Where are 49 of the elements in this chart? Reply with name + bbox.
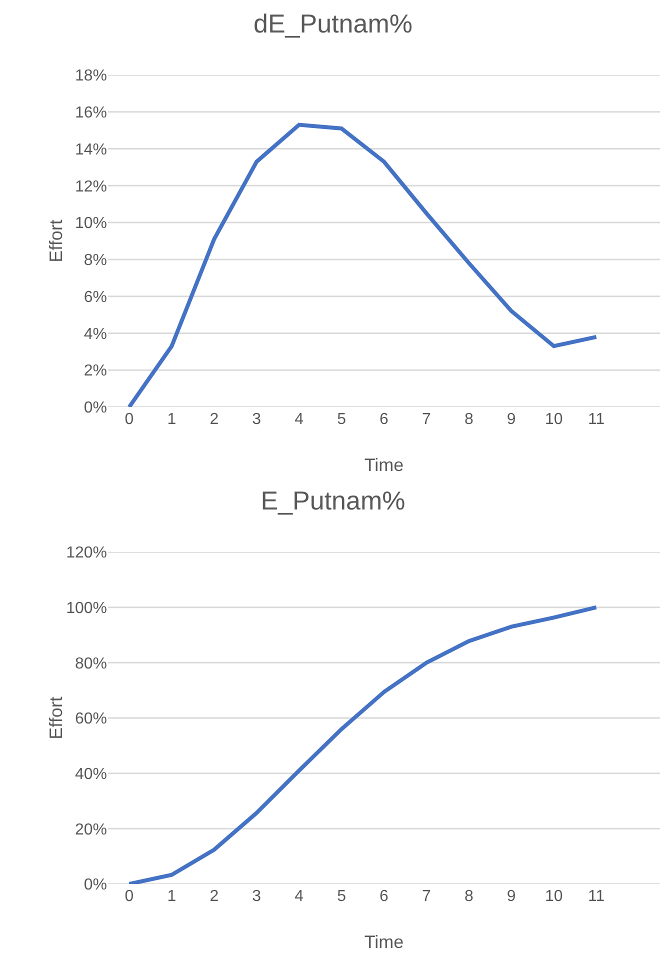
y-tick-label: 8% — [84, 252, 107, 270]
x-tick-label: 2 — [210, 411, 219, 428]
line-series — [127, 605, 598, 884]
y-tick-label: 12% — [74, 178, 107, 196]
y-tick-label: 100% — [66, 600, 107, 617]
chart-title: E_Putnam% — [260, 486, 406, 516]
line-series — [127, 122, 598, 407]
x-tick-label: 10 — [544, 411, 563, 428]
x-tick-label: 2 — [210, 888, 219, 905]
x-tick-label: 3 — [252, 411, 262, 428]
y-tick-label: 40% — [74, 766, 107, 783]
x-tick-label: 3 — [252, 888, 262, 905]
x-tick-label: 7 — [422, 411, 432, 428]
y-tick-label: 0% — [84, 400, 107, 417]
x-tick-label: 5 — [337, 411, 346, 428]
x-tick-label: 7 — [422, 888, 432, 905]
x-tick-label: 0 — [124, 411, 134, 428]
y-tick-label: 18% — [74, 68, 107, 85]
y-tick-label: 120% — [66, 544, 107, 562]
x-tick-label: 0 — [124, 888, 134, 905]
x-tick-label: 1 — [167, 411, 176, 428]
y-tick-label: 2% — [84, 362, 107, 380]
y-tick-label: 4% — [84, 326, 107, 343]
x-tick-label: 5 — [337, 888, 346, 905]
x-tick-label: 9 — [506, 411, 516, 428]
x-tick-label: 10 — [544, 888, 563, 905]
x-tick-label: 6 — [380, 888, 389, 905]
x-tick-label: 4 — [294, 411, 304, 428]
y-axis-title: Effort — [46, 696, 66, 740]
y-tick-label: 10% — [74, 215, 107, 232]
x-tick-label: 6 — [380, 411, 389, 428]
y-tick-label: 16% — [74, 104, 107, 122]
y-axis-title: Effort — [46, 220, 66, 262]
x-tick-label: 8 — [464, 888, 474, 905]
y-tick-label: 0% — [84, 876, 107, 894]
x-tick-label: 4 — [294, 888, 304, 905]
y-tick-label: 6% — [84, 288, 107, 306]
x-tick-label: 1 — [167, 888, 176, 905]
x-tick-label: 9 — [506, 888, 516, 905]
x-tick-label: 8 — [464, 411, 474, 428]
x-axis-title: Time — [364, 455, 404, 475]
x-tick-label: 11 — [588, 411, 605, 428]
chart-title: dE_Putnam% — [254, 8, 412, 39]
y-tick-label: 14% — [74, 141, 107, 158]
y-tick-label: 80% — [74, 655, 107, 672]
y-tick-label: 20% — [74, 821, 107, 838]
y-tick-label: 60% — [74, 710, 107, 728]
x-axis-title: Time — [364, 932, 404, 952]
x-tick-label: 11 — [588, 888, 605, 905]
